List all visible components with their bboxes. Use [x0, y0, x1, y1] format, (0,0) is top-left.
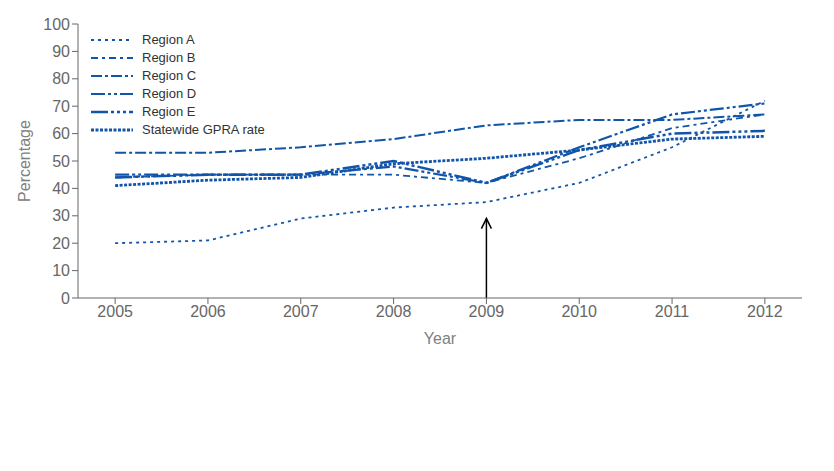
svg-text:Year: Year — [424, 330, 457, 347]
svg-text:2010: 2010 — [561, 303, 597, 320]
html-text:Region C: Region C — [142, 68, 197, 83]
svg-text:2009: 2009 — [469, 303, 505, 320]
html-text:Region B: Region B — [142, 50, 196, 65]
svg-text:90: 90 — [52, 43, 70, 60]
svg-text:10: 10 — [52, 262, 70, 279]
svg-text:60: 60 — [52, 125, 70, 142]
svg-text:2006: 2006 — [190, 303, 226, 320]
svg-text:0: 0 — [61, 290, 70, 307]
html-text:Statewide GPRA rate: Statewide GPRA rate — [142, 122, 265, 137]
svg-text:100: 100 — [43, 16, 70, 33]
html-text:Region E: Region E — [142, 104, 196, 119]
svg-text:Percentage: Percentage — [16, 120, 33, 202]
svg-text:70: 70 — [52, 98, 70, 115]
svg-text:50: 50 — [52, 153, 70, 170]
svg-text:2008: 2008 — [376, 303, 412, 320]
html-text:Region A: Region A — [142, 32, 195, 47]
svg-text:2012: 2012 — [747, 303, 783, 320]
svg-text:2007: 2007 — [283, 303, 319, 320]
html-text:Region D: Region D — [142, 86, 197, 101]
svg-text:2011: 2011 — [655, 303, 690, 320]
svg-text:40: 40 — [52, 180, 70, 197]
svg-text:2005: 2005 — [97, 303, 133, 320]
svg-text:20: 20 — [52, 235, 70, 252]
svg-text:30: 30 — [52, 207, 70, 224]
svg-text:80: 80 — [52, 70, 70, 87]
